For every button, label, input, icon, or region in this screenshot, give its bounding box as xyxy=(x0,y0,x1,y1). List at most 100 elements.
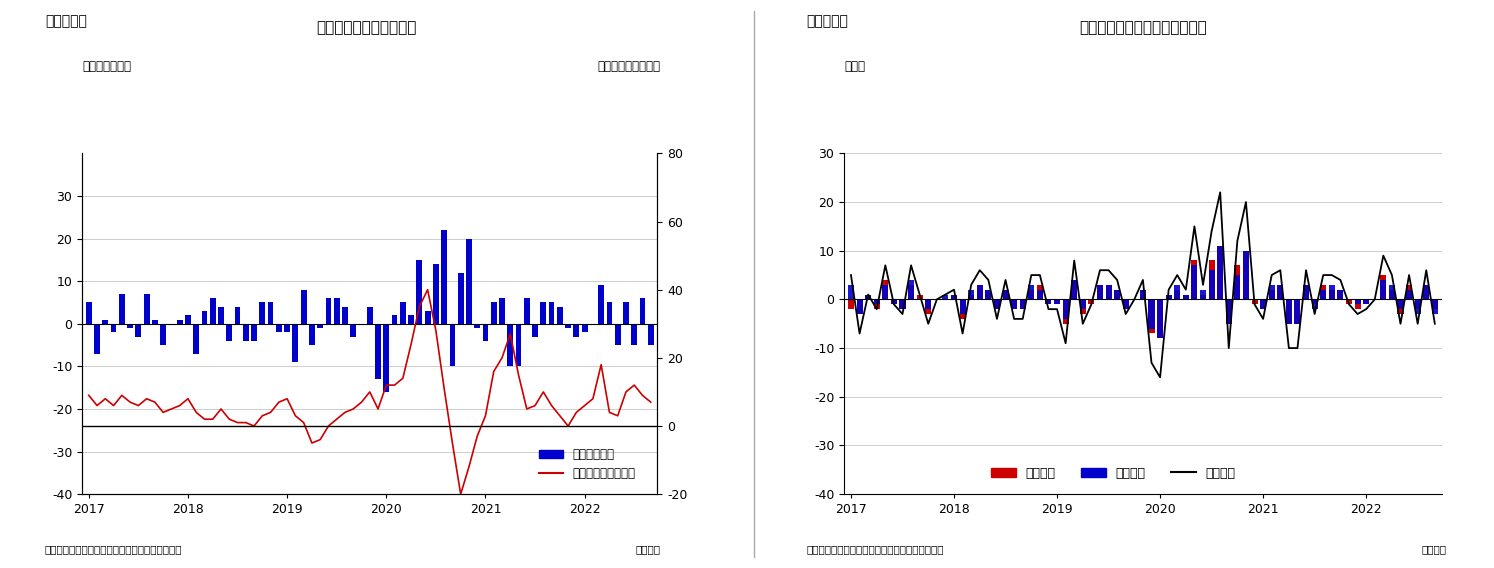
Bar xyxy=(424,311,430,324)
Bar xyxy=(508,324,512,366)
Bar xyxy=(1011,299,1017,309)
Bar xyxy=(276,324,282,332)
Bar xyxy=(317,324,323,328)
Bar xyxy=(874,299,880,304)
Bar xyxy=(293,324,299,362)
Bar xyxy=(1234,275,1240,299)
Bar xyxy=(1303,285,1309,299)
Bar xyxy=(1149,299,1155,329)
Bar xyxy=(943,295,949,299)
Bar xyxy=(1286,299,1292,324)
Bar xyxy=(1140,290,1146,299)
Bar xyxy=(1268,290,1274,299)
Bar xyxy=(417,260,423,324)
Bar xyxy=(1406,285,1412,299)
Bar xyxy=(623,302,629,324)
Text: （前年同月比、％）: （前年同月比、％） xyxy=(598,60,660,73)
Bar xyxy=(574,324,580,336)
Legend: 季調済前月比, 前年同月比（右軸）: 季調済前月比, 前年同月比（右軸） xyxy=(535,444,639,485)
Bar xyxy=(968,295,974,299)
Bar xyxy=(1424,285,1430,299)
Bar xyxy=(1165,295,1171,299)
Bar xyxy=(333,298,339,324)
Bar xyxy=(1286,299,1292,324)
Bar xyxy=(1415,299,1421,309)
Bar xyxy=(899,299,905,309)
Bar xyxy=(136,324,142,336)
Bar xyxy=(309,324,315,345)
Bar xyxy=(994,299,999,309)
Bar xyxy=(1380,280,1386,299)
Bar xyxy=(548,302,554,324)
Bar xyxy=(1389,290,1395,299)
Bar xyxy=(1337,290,1343,299)
Bar xyxy=(492,302,496,324)
Bar xyxy=(977,285,983,299)
Bar xyxy=(1380,275,1386,299)
Bar xyxy=(1055,299,1061,304)
Bar xyxy=(1328,290,1334,299)
Bar xyxy=(441,230,447,324)
Bar xyxy=(1002,290,1008,299)
Bar xyxy=(1011,299,1017,309)
Bar xyxy=(968,290,974,299)
Bar xyxy=(908,280,914,299)
Bar xyxy=(1028,290,1034,299)
Bar xyxy=(1252,299,1258,304)
Bar xyxy=(244,324,248,341)
Bar xyxy=(1156,299,1164,339)
Bar xyxy=(1294,299,1300,324)
Bar xyxy=(865,295,871,299)
Bar xyxy=(1355,299,1361,309)
Bar xyxy=(856,299,862,314)
Bar xyxy=(1312,299,1318,304)
Bar xyxy=(1234,265,1240,299)
Bar xyxy=(209,298,215,324)
Bar xyxy=(300,290,306,324)
Bar xyxy=(1328,285,1334,299)
Text: （％）: （％） xyxy=(844,60,865,73)
Bar xyxy=(959,299,965,319)
Bar xyxy=(532,324,538,336)
Bar xyxy=(235,307,241,324)
Bar xyxy=(1209,261,1215,299)
Bar xyxy=(856,299,862,314)
Bar xyxy=(1337,290,1343,299)
Bar xyxy=(1037,290,1043,299)
Bar xyxy=(267,302,273,324)
Bar xyxy=(959,299,965,314)
Bar xyxy=(368,307,372,324)
Text: （資料）センサス局よりニッセイ基礎研究所作成: （資料）センサス局よりニッセイ基礎研究所作成 xyxy=(807,544,944,554)
Bar xyxy=(541,302,547,324)
Bar xyxy=(85,302,91,324)
Bar xyxy=(524,298,530,324)
Bar xyxy=(849,299,855,309)
Bar xyxy=(1140,290,1146,299)
Bar xyxy=(639,298,645,324)
Bar xyxy=(1020,299,1026,309)
Bar xyxy=(1406,290,1412,299)
Bar xyxy=(986,290,992,299)
Bar xyxy=(917,295,923,299)
Bar xyxy=(616,324,620,345)
Text: （資料）センサス局よりニッセイ基礎研究所作成: （資料）センサス局よりニッセイ基礎研究所作成 xyxy=(45,544,182,554)
Bar xyxy=(1277,285,1283,299)
Bar xyxy=(849,285,855,299)
Bar xyxy=(598,285,604,324)
Bar xyxy=(457,273,463,324)
Bar xyxy=(375,324,381,379)
Bar xyxy=(1259,299,1265,309)
Bar xyxy=(351,324,356,336)
Bar xyxy=(557,307,563,324)
Bar xyxy=(952,295,958,299)
Bar xyxy=(474,324,480,328)
Bar xyxy=(1071,280,1077,299)
Bar xyxy=(1200,290,1206,299)
Bar xyxy=(1037,285,1043,299)
Bar xyxy=(1174,290,1180,299)
Bar xyxy=(1389,285,1395,299)
Bar xyxy=(1002,290,1008,299)
Bar xyxy=(1294,299,1300,324)
Bar xyxy=(865,295,871,299)
Bar xyxy=(1397,299,1403,309)
